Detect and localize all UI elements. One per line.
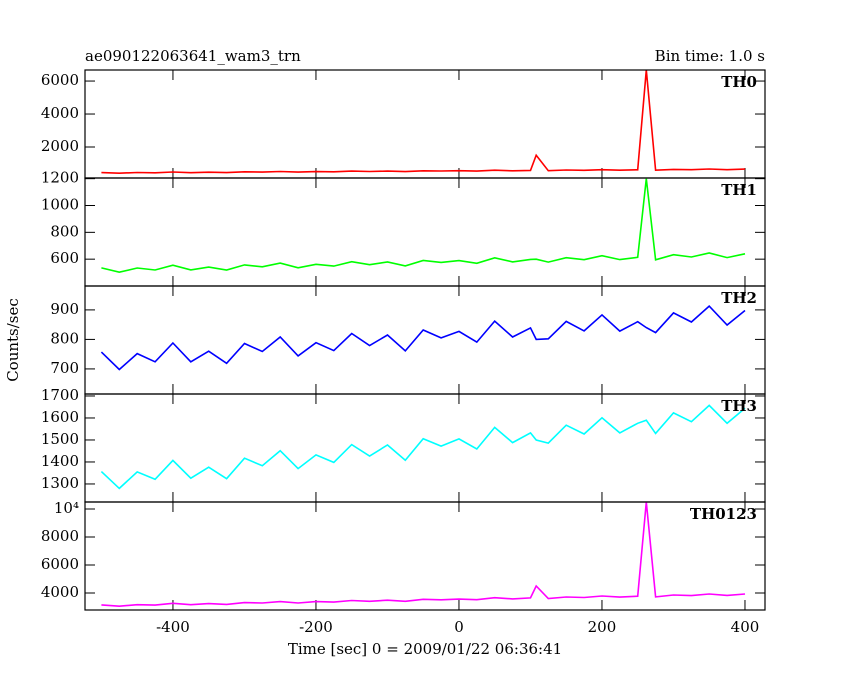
y-tick-label: 1500: [41, 430, 79, 448]
x-tick-label: 400: [731, 618, 760, 636]
series-line: [100, 404, 746, 490]
y-tick-label: 700: [50, 359, 79, 377]
y-tick-label: 6000: [41, 555, 79, 573]
x-tick-label: -200: [299, 618, 333, 636]
y-tick-label: 1000: [41, 196, 79, 214]
panel-frame: [84, 177, 766, 287]
y-tick-label: 8000: [41, 527, 79, 545]
y-tick-label: 800: [50, 329, 79, 347]
y-tick-label: 1300: [41, 474, 79, 492]
panel-frame: [84, 69, 766, 179]
chart-title: ae090122063641_wam3_trn: [85, 47, 301, 65]
y-tick-label: 4000: [41, 104, 79, 122]
y-tick-label: 4000: [41, 583, 79, 601]
y-tick-label: 600: [50, 249, 79, 267]
panel-label: TH0123: [690, 505, 757, 523]
chart-subtitle: Bin time: 1.0 s: [655, 47, 765, 65]
x-tick-label: -400: [156, 618, 190, 636]
panel-frame: [84, 285, 766, 395]
y-tick-label: 6000: [41, 71, 79, 89]
y-axis-label: Counts/sec: [4, 298, 22, 382]
x-tick-label: 0: [454, 618, 464, 636]
y-tick-label: 1200: [41, 169, 79, 187]
y-tick-label: 1400: [41, 452, 79, 470]
y-tick-label: 900: [50, 300, 79, 318]
series-line: [101, 70, 746, 175]
x-tick-label: 200: [588, 618, 617, 636]
panel-label: TH1: [721, 181, 757, 199]
series-line: [101, 502, 746, 608]
panel-label: TH3: [721, 397, 757, 415]
panel-frame: [84, 501, 766, 611]
panel-label: TH0: [721, 73, 757, 91]
panel-label: TH2: [721, 289, 757, 307]
panel-frame: [84, 393, 766, 503]
series-line: [100, 304, 746, 371]
y-tick-label: 1700: [41, 386, 79, 404]
x-axis-label: Time [sec] 0 = 2009/01/22 06:36:41: [288, 640, 562, 658]
series-line: [101, 178, 746, 274]
y-tick-label: 2000: [41, 137, 79, 155]
y-tick-label: 1600: [41, 408, 79, 426]
y-tick-label: 10⁴: [54, 499, 79, 517]
y-tick-label: 800: [50, 222, 79, 240]
